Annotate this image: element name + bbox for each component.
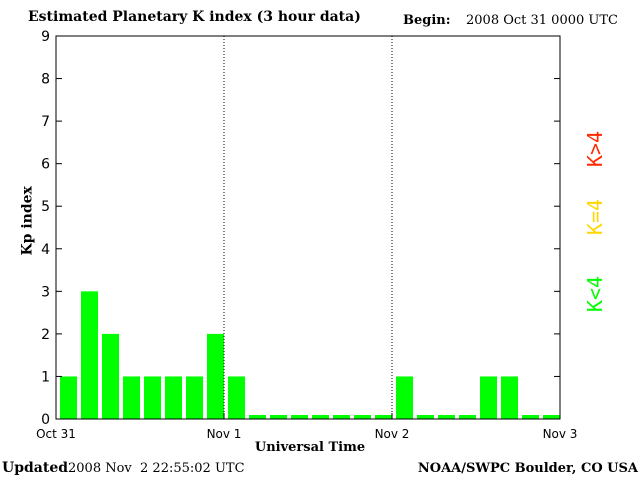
kp-bar <box>207 333 224 419</box>
y-tick-label: 3 <box>41 284 50 300</box>
begin-label: Begin: <box>403 13 451 28</box>
updated-label: Updated <box>2 460 69 476</box>
x-tick-label: Nov 1 <box>207 427 242 441</box>
y-tick-label: 9 <box>41 29 50 45</box>
kp-bar <box>81 291 98 419</box>
y-tick-label: 8 <box>41 72 50 88</box>
kp-bar <box>165 376 182 419</box>
kp-bar <box>333 415 350 419</box>
kp-bar <box>186 376 203 419</box>
kp-bar <box>417 415 434 419</box>
legend-k-above-4: K>4 <box>583 130 608 168</box>
x-tick-label: Nov 2 <box>375 427 410 441</box>
legend-k-below-4: K<4 <box>583 275 608 313</box>
x-tick-label: Oct 31 <box>36 427 76 441</box>
source-credit: NOAA/SWPC Boulder, CO USA <box>417 461 638 476</box>
kp-bar <box>102 333 119 419</box>
kp-bar <box>438 415 455 419</box>
y-tick-label: 7 <box>41 114 50 130</box>
kp-bar <box>522 415 539 419</box>
kp-bar <box>60 376 77 419</box>
kp-bar <box>354 415 371 419</box>
plot-frame <box>55 35 561 420</box>
updated-value: 2008 Nov 2 22:55:02 UTC <box>68 461 245 476</box>
kp-bar <box>396 376 413 419</box>
kp-bar <box>501 376 518 419</box>
kp-bar <box>123 376 140 419</box>
kp-bar <box>312 415 329 419</box>
begin-value: 2008 Oct 31 0000 UTC <box>466 13 618 28</box>
y-tick-label: 5 <box>41 199 50 215</box>
kp-bar <box>249 415 266 419</box>
kp-bar <box>291 415 308 419</box>
kp-bar <box>375 415 392 419</box>
x-axis-label: Universal Time <box>254 440 366 455</box>
x-tick-label: Nov 3 <box>543 427 578 441</box>
y-tick-label: 6 <box>41 157 50 173</box>
kp-bar <box>270 415 287 419</box>
kp-bar <box>228 376 245 419</box>
kp-bar <box>144 376 161 419</box>
kp-bar <box>543 415 560 419</box>
y-tick-label: 1 <box>41 369 50 385</box>
y-tick-label: 2 <box>41 327 50 343</box>
kp-bar <box>459 415 476 419</box>
legend-k-equals-4: K=4 <box>583 198 608 236</box>
chart-title: Estimated Planetary K index (3 hour data… <box>28 9 361 25</box>
y-tick-label: 0 <box>41 412 50 428</box>
y-tick-label: 4 <box>41 242 50 258</box>
kp-bar <box>480 376 497 419</box>
y-axis-label: Kp index <box>19 186 36 256</box>
